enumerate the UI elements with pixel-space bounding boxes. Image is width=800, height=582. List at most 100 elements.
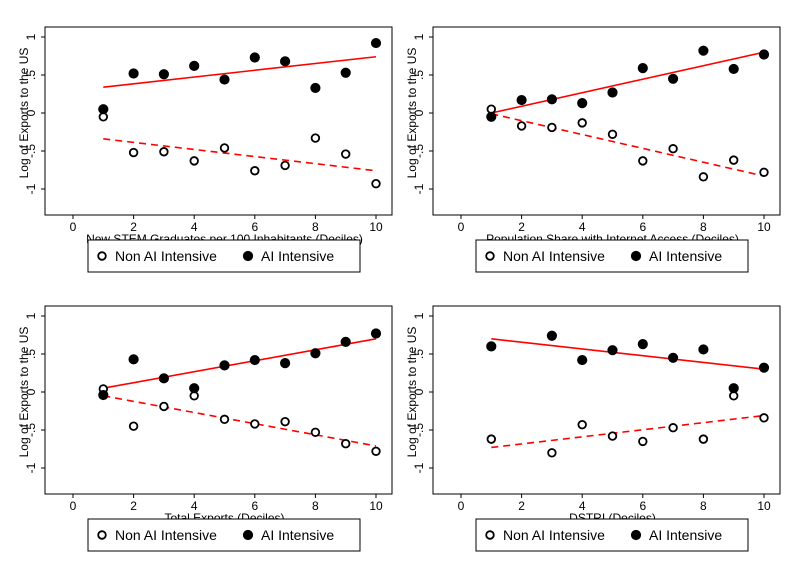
non-ai-intensive-fit-line <box>103 395 377 447</box>
non-ai-intensive-point <box>577 118 587 128</box>
y-tick-label: 1 <box>24 33 38 40</box>
ai-intensive-point <box>728 63 739 75</box>
legend-non-ai-label: Non AI Intensive <box>503 527 605 543</box>
legend-non-ai-label: Non AI Intensive <box>503 248 605 264</box>
ai-intensive-fit-line <box>103 338 377 389</box>
legend-non-ai-marker <box>485 251 495 261</box>
x-tick-label: 6 <box>639 220 646 234</box>
x-tick-label: 8 <box>700 220 707 234</box>
y-tick-label: -1 <box>412 183 426 194</box>
y-tick-label: -1 <box>24 462 38 473</box>
legend-non-ai-label: Non AI Intensive <box>115 527 217 543</box>
non-ai-intensive-point <box>280 160 290 171</box>
y-tick-label: -.5 <box>24 423 38 437</box>
ai-intensive-point <box>546 94 557 105</box>
ai-intensive-point <box>668 73 679 84</box>
x-tick-label: 10 <box>369 499 383 513</box>
legend-ai-label: AI Intensive <box>649 527 722 543</box>
y-tick-label: .5 <box>412 349 426 359</box>
y-axis-title: Log of Exports to the US <box>17 48 31 179</box>
legend-ai-label: AI Intensive <box>649 248 722 264</box>
y-tick-label: 0 <box>24 109 38 116</box>
ai-intensive-point <box>158 69 169 80</box>
ai-intensive-point <box>516 94 527 106</box>
ai-intensive-point <box>637 63 648 74</box>
non-ai-intensive-point <box>250 419 260 429</box>
ai-intensive-point <box>668 352 679 363</box>
ai-intensive-point <box>340 336 351 347</box>
non-ai-intensive-point <box>607 129 618 139</box>
y-tick-label: 1 <box>412 312 426 319</box>
ai-intensive-point <box>370 37 382 49</box>
plot-frame <box>44 305 393 495</box>
x-tick-label: 10 <box>757 499 771 513</box>
x-tick-label: 6 <box>251 220 258 234</box>
legend-ai-marker <box>242 529 254 541</box>
legend-ai-marker <box>242 250 254 262</box>
x-tick-label: 8 <box>312 220 319 234</box>
non-ai-intensive-point <box>759 413 769 423</box>
legend-ai-label: AI Intensive <box>261 248 334 264</box>
ai-intensive-point <box>637 339 648 350</box>
x-tick-label: 0 <box>458 220 465 234</box>
non-ai-intensive-point <box>729 155 739 165</box>
legend-ai-marker <box>630 250 642 262</box>
legend-non-ai-marker <box>485 530 495 540</box>
non-ai-intensive-point <box>547 448 557 458</box>
ai-intensive-point <box>310 348 321 359</box>
non-ai-intensive-point <box>371 178 381 189</box>
y-tick-label: 1 <box>412 33 426 40</box>
non-ai-intensive-point <box>159 401 169 412</box>
ai-intensive-point <box>758 49 770 60</box>
ai-intensive-point <box>128 354 139 365</box>
x-tick-label: 10 <box>757 220 771 234</box>
ai-intensive-point <box>249 52 260 63</box>
ai-intensive-point <box>577 98 588 109</box>
plot-frame <box>432 26 781 216</box>
plot-frame <box>432 305 781 495</box>
ai-intensive-point <box>370 328 382 339</box>
non-ai-intensive-point <box>668 144 678 154</box>
non-ai-intensive-point <box>486 434 496 444</box>
x-tick-label: 2 <box>130 220 137 234</box>
y-tick-label: 0 <box>24 388 38 395</box>
x-tick-label: 2 <box>518 499 525 513</box>
non-ai-intensive-point <box>159 147 169 157</box>
ai-intensive-point <box>546 330 557 341</box>
ai-intensive-point <box>758 362 770 373</box>
non-ai-intensive-point <box>219 143 230 153</box>
plot-frame <box>44 26 393 216</box>
x-tick-label: 2 <box>130 499 137 513</box>
ai-intensive-point <box>486 111 497 122</box>
ai-intensive-point <box>219 360 230 371</box>
ai-intensive-fit-line <box>491 338 765 370</box>
y-tick-label: -.5 <box>24 144 38 158</box>
non-ai-intensive-point <box>759 167 769 177</box>
non-ai-intensive-fit-line <box>491 112 765 177</box>
non-ai-intensive-point <box>698 434 709 444</box>
x-tick-label: 6 <box>639 499 646 513</box>
legend-box <box>87 518 361 552</box>
non-ai-intensive-point <box>128 147 139 158</box>
legend-box <box>87 239 361 273</box>
ai-intensive-point <box>728 383 739 394</box>
ai-intensive-point <box>189 383 200 394</box>
ai-intensive-fit-line <box>103 55 377 88</box>
non-ai-intensive-point <box>219 414 230 425</box>
x-tick-label: 4 <box>579 220 586 234</box>
x-tick-label: 0 <box>70 220 77 234</box>
ai-intensive-point <box>310 82 321 94</box>
ai-intensive-point <box>698 344 709 355</box>
ai-intensive-point <box>189 60 200 71</box>
ai-intensive-point <box>249 354 260 366</box>
y-tick-label: .5 <box>24 349 38 359</box>
ai-intensive-point <box>280 56 291 67</box>
ai-intensive-point <box>98 104 109 115</box>
x-tick-label: 0 <box>70 499 77 513</box>
non-ai-intensive-point <box>638 156 648 166</box>
x-tick-label: 8 <box>700 499 707 513</box>
non-ai-intensive-point <box>638 436 648 447</box>
y-tick-label: -1 <box>24 183 38 194</box>
